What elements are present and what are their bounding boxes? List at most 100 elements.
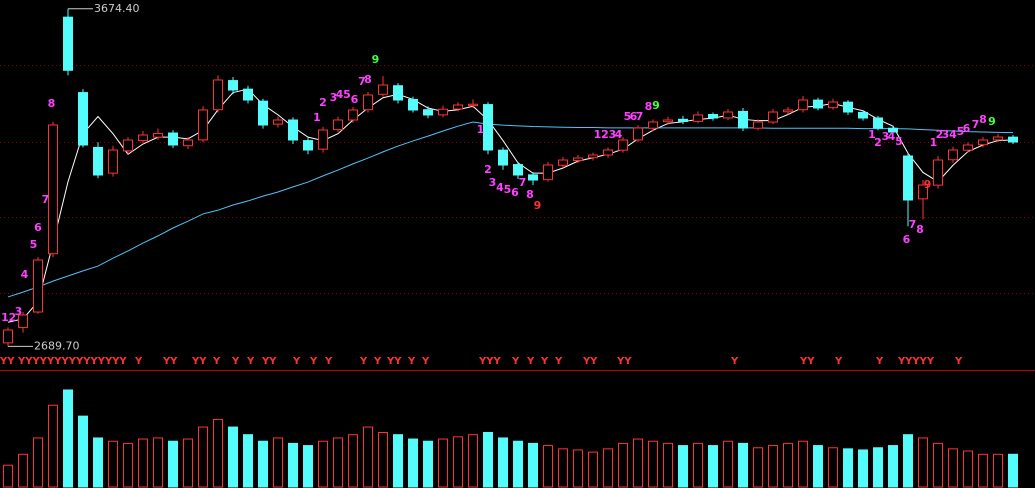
signal-label: Y bbox=[407, 356, 416, 367]
candle-body bbox=[903, 155, 913, 201]
candle-body bbox=[723, 111, 733, 119]
volume-bar bbox=[933, 442, 943, 488]
candle-body bbox=[438, 108, 448, 116]
sequence-label: 7 bbox=[972, 118, 980, 131]
sequence-label: 5 bbox=[624, 110, 632, 123]
candle-body bbox=[768, 111, 778, 123]
sequence-label: 9 bbox=[988, 115, 996, 128]
candle-body bbox=[138, 134, 148, 142]
volume-bar bbox=[453, 436, 463, 488]
signal-label: Y bbox=[421, 356, 430, 367]
volume-bar bbox=[303, 445, 313, 488]
volume-bar bbox=[318, 440, 328, 488]
candle-body bbox=[873, 117, 883, 129]
volume-bar bbox=[48, 404, 58, 488]
signal-label: YY bbox=[191, 356, 207, 367]
volume-bar bbox=[138, 438, 148, 488]
signal-label: Y bbox=[231, 356, 240, 367]
signal-label: Y bbox=[309, 356, 318, 367]
volume-bar bbox=[663, 442, 673, 488]
candle-body bbox=[213, 79, 223, 111]
candle-body bbox=[108, 149, 118, 174]
sequence-label: 8 bbox=[48, 97, 56, 110]
candle-body bbox=[153, 133, 163, 138]
candle-body bbox=[513, 164, 523, 176]
sequence-label: 8 bbox=[645, 100, 653, 113]
candle-body bbox=[888, 127, 898, 133]
signal-label: Y bbox=[212, 356, 221, 367]
candle-body bbox=[483, 104, 493, 151]
sequence-label: 3 bbox=[15, 305, 23, 318]
candle-body bbox=[228, 80, 238, 91]
signal-label: Y bbox=[554, 356, 563, 367]
signal-label: YYYYY bbox=[897, 356, 935, 367]
sequence-label: 6 bbox=[963, 122, 971, 135]
sequence-label: 1 bbox=[477, 123, 485, 136]
sequence-label: 4 bbox=[615, 128, 623, 141]
candle-body bbox=[603, 149, 613, 156]
volume-bar bbox=[903, 434, 913, 488]
volume-bar bbox=[588, 451, 598, 488]
volume-bar bbox=[423, 440, 433, 488]
volume-bar bbox=[288, 442, 298, 488]
volume-bar bbox=[678, 445, 688, 488]
volume-bar bbox=[408, 438, 418, 488]
sequence-label: 9 bbox=[652, 99, 660, 112]
candle-body bbox=[618, 139, 628, 151]
candle-body bbox=[663, 119, 673, 123]
volume-bar bbox=[153, 437, 163, 488]
volume-bar bbox=[513, 440, 523, 488]
signal-label: YY bbox=[0, 356, 15, 367]
volume-bar bbox=[93, 437, 103, 488]
volume-bar bbox=[108, 440, 118, 488]
sequence-label: 6 bbox=[903, 233, 911, 246]
volume-bar bbox=[1008, 453, 1018, 488]
sequence-label: 8 bbox=[979, 113, 987, 126]
sequence-label: 3 bbox=[882, 130, 890, 143]
sequence-label: 3 bbox=[609, 128, 617, 141]
sequence-label: 4 bbox=[336, 88, 344, 101]
candle-body bbox=[648, 121, 658, 129]
volume-bar bbox=[693, 442, 703, 488]
sequence-label: 5 bbox=[957, 125, 965, 138]
candle-body bbox=[813, 99, 823, 109]
candle-body bbox=[183, 139, 193, 147]
signal-label: Y bbox=[834, 356, 843, 367]
signal-label: YY bbox=[162, 356, 178, 367]
volume-bar bbox=[183, 438, 193, 488]
volume-bar bbox=[63, 389, 73, 488]
candle-body bbox=[63, 16, 73, 71]
volume-bar bbox=[213, 418, 223, 488]
candle-body bbox=[573, 157, 583, 161]
signal-label: YY bbox=[582, 356, 598, 367]
candle-body bbox=[693, 114, 703, 122]
volume-bar bbox=[258, 440, 268, 488]
candle-body bbox=[1008, 136, 1018, 143]
volume-bar bbox=[393, 434, 403, 488]
sequence-label: 4 bbox=[21, 268, 29, 281]
candle-body bbox=[303, 140, 313, 151]
candle-body bbox=[978, 139, 988, 146]
sequence-label: 1 bbox=[930, 136, 938, 149]
sequence-label: 6 bbox=[34, 221, 42, 234]
signal-label: Y bbox=[875, 356, 884, 367]
candle-body bbox=[783, 109, 793, 113]
candle-body bbox=[678, 118, 688, 122]
sequence-label: 8 bbox=[364, 73, 372, 86]
volume-bar bbox=[33, 437, 43, 488]
sequence-label: 9 bbox=[534, 199, 542, 212]
sequence-label: 7 bbox=[519, 176, 527, 189]
sequence-label: 6 bbox=[351, 93, 359, 106]
volume-bar bbox=[738, 442, 748, 488]
volume-bar bbox=[18, 453, 28, 488]
candle-body bbox=[393, 85, 403, 101]
candle-body bbox=[798, 99, 808, 111]
sequence-label: 5 bbox=[895, 135, 903, 148]
sequence-label: 2 bbox=[874, 136, 882, 149]
extreme-marker-label: 3674.40 bbox=[94, 2, 140, 15]
candle-body bbox=[558, 159, 568, 166]
signal-label: Y bbox=[246, 356, 255, 367]
candle-body bbox=[633, 127, 643, 141]
sequence-label: 7 bbox=[42, 193, 50, 206]
volume-bar bbox=[783, 442, 793, 488]
